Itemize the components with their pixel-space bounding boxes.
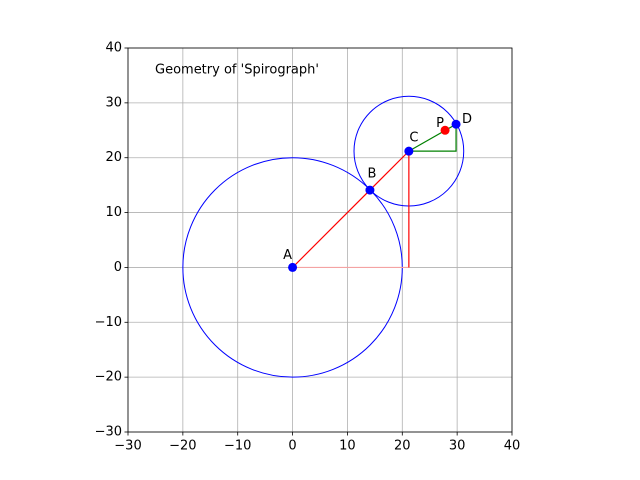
plot-frame <box>127 47 513 433</box>
y-tick-label: −10 <box>95 315 122 330</box>
x-tick-label: 10 <box>339 439 356 454</box>
y-tick-label: 40 <box>105 41 122 56</box>
y-tick-label: 10 <box>105 205 122 220</box>
point-label: P <box>436 116 444 131</box>
chart-title: Geometry of 'Spirograph' <box>155 63 319 78</box>
x-tick-label: 30 <box>449 439 466 454</box>
point <box>404 146 414 156</box>
x-tick-label: 20 <box>394 439 411 454</box>
x-tick-label: −10 <box>224 439 251 454</box>
segment <box>408 124 457 152</box>
x-tick-label: 40 <box>504 439 521 454</box>
x-tick-label: −20 <box>169 439 196 454</box>
point-label: D <box>462 112 472 127</box>
point-label: A <box>283 248 292 263</box>
point <box>365 185 375 195</box>
x-tick-label: −30 <box>114 439 141 454</box>
segment <box>292 150 410 268</box>
y-tick-label: −20 <box>95 370 122 385</box>
y-tick-label: 30 <box>105 95 122 110</box>
point-label: C <box>409 131 418 146</box>
y-tick-label: 0 <box>114 260 122 275</box>
point-label: B <box>367 167 376 182</box>
x-tick-label: 0 <box>288 439 296 454</box>
point <box>451 119 461 129</box>
point <box>440 125 450 135</box>
y-tick-label: 20 <box>105 150 122 165</box>
point <box>288 262 298 272</box>
y-tick-label: −30 <box>95 425 122 440</box>
